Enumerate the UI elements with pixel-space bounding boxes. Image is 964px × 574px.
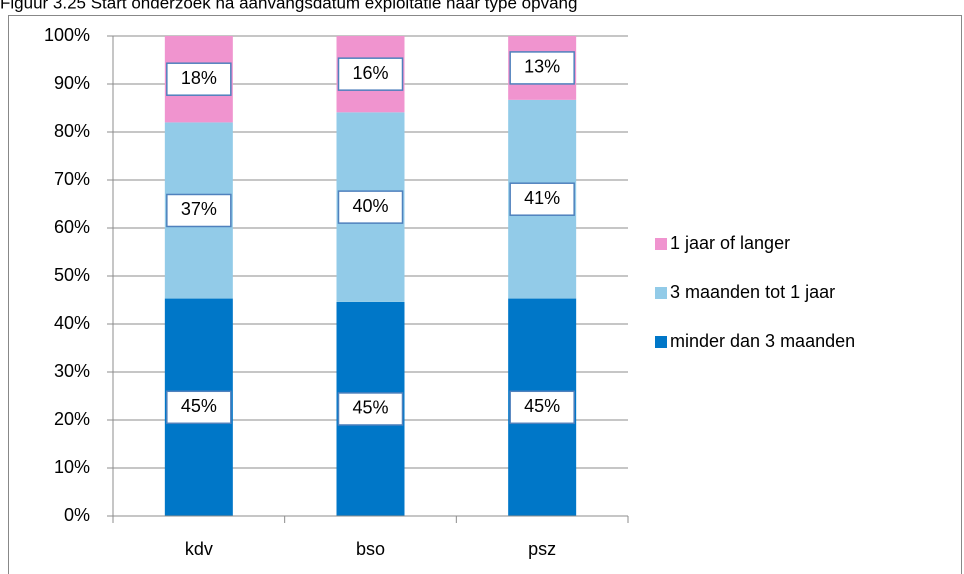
legend-label: 3 maanden tot 1 jaar <box>670 282 835 302</box>
data-label: 13% <box>524 57 560 77</box>
title-band <box>0 0 964 15</box>
legend-swatch <box>655 238 667 250</box>
y-tick-label: 80% <box>54 121 90 141</box>
y-tick-label: 40% <box>54 313 90 333</box>
data-label-box <box>337 57 404 91</box>
y-tick-label: 50% <box>54 265 90 285</box>
data-label-box <box>337 392 404 426</box>
x-tick-label: kdv <box>185 539 213 559</box>
data-label-box <box>166 62 232 96</box>
data-label: 45% <box>352 398 388 418</box>
y-tick-label: 0% <box>64 505 90 525</box>
data-label-box <box>509 390 575 425</box>
y-tick-label: 30% <box>54 361 90 381</box>
data-label-box <box>337 190 404 224</box>
legend-swatch <box>655 336 667 348</box>
data-label: 18% <box>181 68 217 88</box>
data-label: 45% <box>181 396 217 416</box>
y-tick-label: 20% <box>54 409 90 429</box>
x-tick-label: psz <box>528 539 556 559</box>
y-tick-label: 10% <box>54 457 90 477</box>
chart-title: Figuur 3.25 Start onderzoek na aanvangsd… <box>0 0 577 12</box>
x-tick-label: bso <box>356 539 385 559</box>
legend-label: minder dan 3 maanden <box>670 331 855 351</box>
y-tick-label: 70% <box>54 169 90 189</box>
y-tick-label: 60% <box>54 217 90 237</box>
data-label: 41% <box>524 188 560 208</box>
data-label: 16% <box>352 63 388 83</box>
data-label-box <box>509 51 575 85</box>
data-label-box <box>166 193 232 228</box>
data-label: 40% <box>352 196 388 216</box>
legend-label: 1 jaar of langer <box>670 233 790 253</box>
data-label-box <box>166 390 232 425</box>
legend-swatch <box>655 287 667 299</box>
y-tick-label: 100% <box>44 25 90 45</box>
data-label-box <box>509 182 575 216</box>
data-label: 45% <box>524 396 560 416</box>
y-tick-label: 90% <box>54 73 90 93</box>
data-label: 37% <box>181 199 217 219</box>
